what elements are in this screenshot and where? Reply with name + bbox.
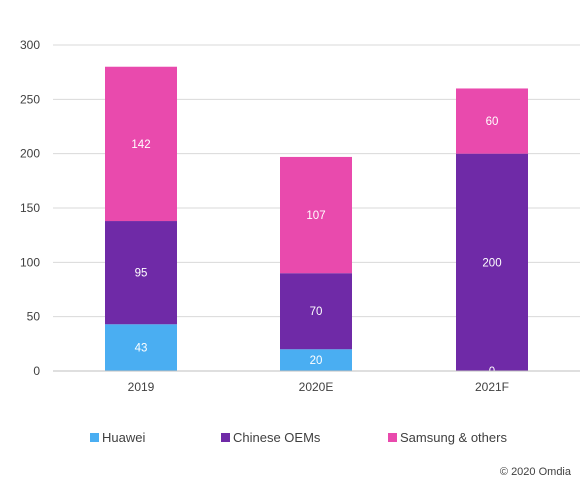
data-label-huawei-2021f: 0 [489,366,495,378]
data-label-huawei-2020e: 20 [310,355,323,367]
y-tick-label: 250 [20,92,40,106]
data-label-chinese-oems-2019: 95 [135,268,148,280]
legend-item-chinese-oems: Chinese OEMs [221,430,320,445]
legend: Huawei Chinese OEMs Samsung & others [0,430,582,446]
y-tick-label: 200 [20,147,40,161]
legend-item-samsung-others: Samsung & others [388,430,507,445]
copyright-note: © 2020 Omdia [500,466,571,478]
y-axis: 0 50 100 150 200 250 300 [20,38,40,378]
y-tick-label: 50 [27,310,41,324]
legend-item-huawei: Huawei [90,430,145,445]
data-label-chinese-oems-2020e: 70 [310,306,323,318]
x-tick-label: 2021F [475,380,509,394]
data-label-samsung-others-2020e: 107 [306,210,325,222]
legend-label-samsung-others: Samsung & others [400,430,507,445]
legend-swatch-huawei [90,433,99,442]
legend-swatch-samsung-others [388,433,397,442]
data-label-huawei-2019: 43 [135,343,148,355]
x-axis: 2019 2020E 2021F [53,371,580,394]
y-tick-label: 300 [20,38,40,52]
data-label-chinese-oems-2021f: 200 [482,257,501,269]
y-tick-label: 100 [20,255,40,269]
legend-label-huawei: Huawei [102,430,145,445]
legend-swatch-chinese-oems [221,433,230,442]
data-label-samsung-others-2019: 142 [131,139,150,151]
y-tick-label: 150 [20,201,40,215]
legend-label-chinese-oems: Chinese OEMs [233,430,320,445]
y-tick-label: 0 [33,364,40,378]
data-label-samsung-others-2021f: 60 [486,116,499,128]
x-tick-label: 2019 [128,380,155,394]
x-tick-label: 2020E [299,380,334,394]
